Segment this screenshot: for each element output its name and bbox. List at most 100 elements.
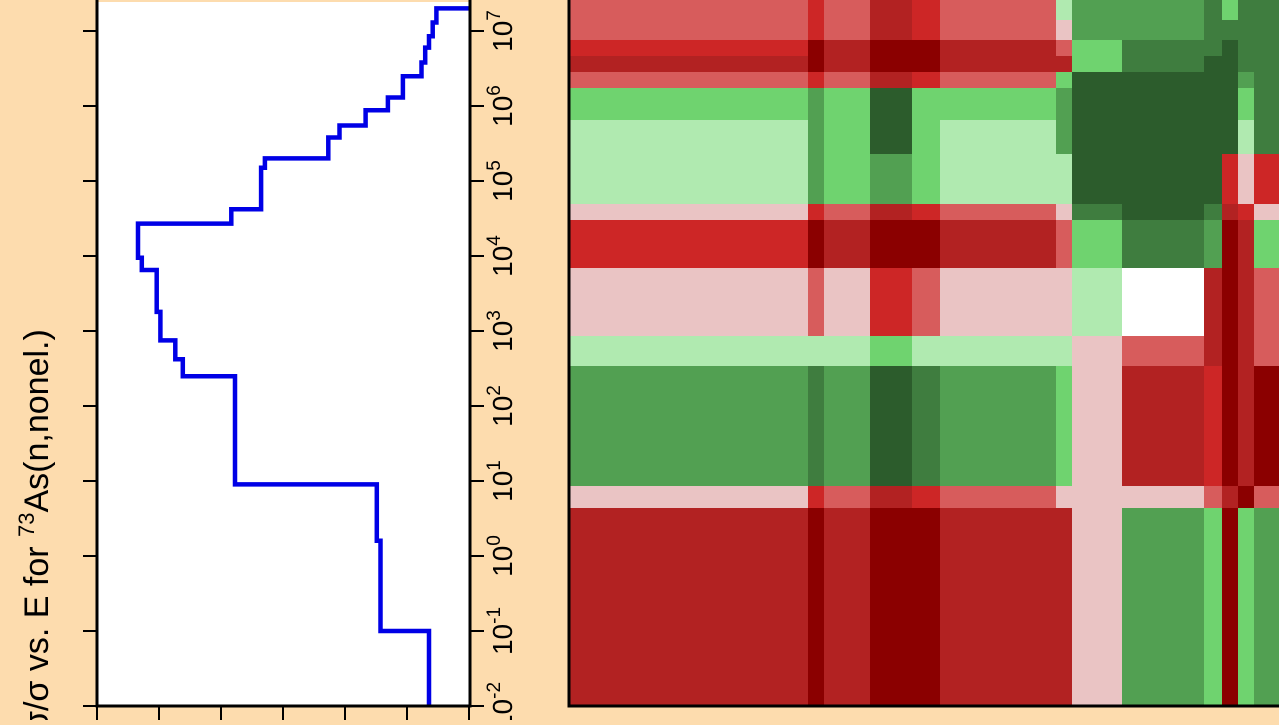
heatmap-cell-8-11 [1238,204,1255,221]
heatmap-cell-13-1 [808,486,825,509]
heatmap-cell-4-5 [940,72,1057,89]
y-tick-label-exponent: 3 [484,310,505,321]
heatmap-cell-9-0 [569,220,809,269]
y-tick-label-exponent: 7 [484,10,505,21]
heatmap-cell-12-5 [940,366,1057,487]
heatmap-cell-9-9 [1204,220,1223,269]
y-tick-label-2: 100 [484,535,518,577]
heatmap-cell-13-8 [1122,486,1205,509]
heatmap-cell-9-2 [824,220,871,269]
heatmap-cell-3-5 [940,56,1057,73]
heatmap-cell-10-1 [808,268,825,337]
y-tick-label-exponent: 6 [484,85,505,96]
heatmap-cell-4-10 [1222,72,1239,89]
heatmap-cell-12-4 [912,366,941,487]
heatmap-cell-13-7 [1072,486,1123,509]
heatmap-cell-6-4 [912,120,941,155]
heatmap-cell-11-9 [1204,336,1223,367]
heatmap-cell-1-4 [912,20,941,41]
y-tick-label-exponent: 4 [484,235,505,246]
heatmap-cell-7-5 [940,154,1057,205]
heatmap-cell-2-4 [912,40,941,57]
heatmap-cell-3-12 [1254,56,1279,73]
heatmap-cell-12-6 [1056,366,1073,487]
heatmap-cell-13-11 [1238,486,1255,509]
heatmap-cell-12-8 [1122,366,1205,487]
heatmap-cell-12-9 [1204,366,1223,487]
heatmap-cell-6-7 [1072,120,1123,155]
plot-area [97,2,470,706]
heatmap-cell-6-12 [1254,120,1279,155]
heatmap-cell-3-6 [1056,56,1073,73]
heatmap-cell-11-6 [1056,336,1073,367]
y-tick-label-base: 10 [487,396,518,427]
heatmap-cell-4-6 [1056,72,1073,89]
heatmap-cell-3-7 [1072,56,1123,73]
y-axis-label-superscript: 73 [14,513,39,537]
heatmap-cell-5-2 [824,88,871,121]
y-tick-label-8: 106 [484,85,518,127]
y-tick-label-3: 101 [484,460,518,502]
heatmap-cell-7-0 [569,154,809,205]
y-tick-label-exponent: 1 [484,460,505,471]
heatmap-cell-0-7 [1072,0,1123,21]
heatmap-cell-13-3 [870,486,913,509]
heatmap-cell-0-8 [1122,0,1205,21]
heatmap-cell-4-8 [1122,72,1205,89]
heatmap-cell-6-1 [808,120,825,155]
heatmap-cell-11-4 [912,336,941,367]
heatmap-cell-5-7 [1072,88,1123,121]
heatmap-cell-0-5 [940,0,1057,21]
heatmap-cell-11-7 [1072,336,1123,367]
heatmap-cell-2-6 [1056,40,1073,57]
heatmap-cell-12-10 [1222,366,1239,487]
heatmap-cell-0-0 [569,0,809,21]
heatmap-cell-8-7 [1072,204,1123,221]
y-tick-label-base: 10 [487,546,518,577]
heatmap-cell-5-10 [1222,88,1239,121]
heatmap-cell-5-3 [870,88,913,121]
heatmap-cell-4-9 [1204,72,1223,89]
heatmap-cell-6-3 [870,120,913,155]
y-tick-label-base: 10 [487,471,518,502]
heatmap-cell-7-11 [1238,154,1255,205]
heatmap-cell-1-9 [1204,20,1223,41]
heatmap-cell-1-11 [1238,20,1255,41]
heatmap-cell-0-2 [824,0,871,21]
heatmap-cell-7-6 [1056,154,1073,205]
heatmap-cell-13-10 [1222,486,1239,509]
y-tick-label-base: 10 [487,321,518,352]
heatmap-cell-0-3 [870,0,913,21]
heatmap-cell-9-3 [870,220,913,269]
heatmap-cell-11-2 [824,336,871,367]
heatmap-cell-14-9 [1204,508,1223,707]
heatmap-cells [569,0,1279,707]
heatmap-cell-9-11 [1238,220,1255,269]
heatmap-cell-0-1 [808,0,825,21]
heatmap-cell-13-9 [1204,486,1223,509]
heatmap-cell-12-2 [824,366,871,487]
y-tick-label-base: 10 [487,624,518,655]
y-tick-label-base: 10 [487,171,518,202]
heatmap-cell-13-2 [824,486,871,509]
heatmap-cell-14-5 [940,508,1057,707]
heatmap-cell-3-2 [824,56,871,73]
heatmap-cell-4-3 [870,72,913,89]
heatmap-cell-14-7 [1072,508,1123,707]
heatmap-cell-7-7 [1072,154,1123,205]
heatmap-cell-9-1 [808,220,825,269]
heatmap-cell-12-11 [1238,366,1255,487]
heatmap-cell-5-5 [940,88,1057,121]
heatmap-cell-10-0 [569,268,809,337]
heatmap-cell-8-6 [1056,204,1073,221]
heatmap-cell-10-6 [1056,268,1073,337]
heatmap-cell-14-2 [824,508,871,707]
heatmap-cell-10-7 [1072,268,1123,337]
heatmap-cell-6-9 [1204,120,1223,155]
heatmap-cell-9-6 [1056,220,1073,269]
y-tick-label-9: 107 [484,10,518,52]
heatmap-cell-5-9 [1204,88,1223,121]
